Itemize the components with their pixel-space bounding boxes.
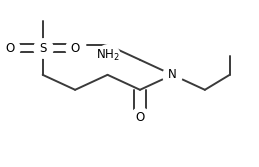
Text: O: O: [70, 42, 80, 54]
Text: N: N: [168, 68, 177, 81]
Text: O: O: [6, 42, 15, 54]
Text: S: S: [39, 42, 46, 54]
Text: O: O: [135, 111, 145, 124]
Text: NH$_2$: NH$_2$: [96, 48, 119, 63]
